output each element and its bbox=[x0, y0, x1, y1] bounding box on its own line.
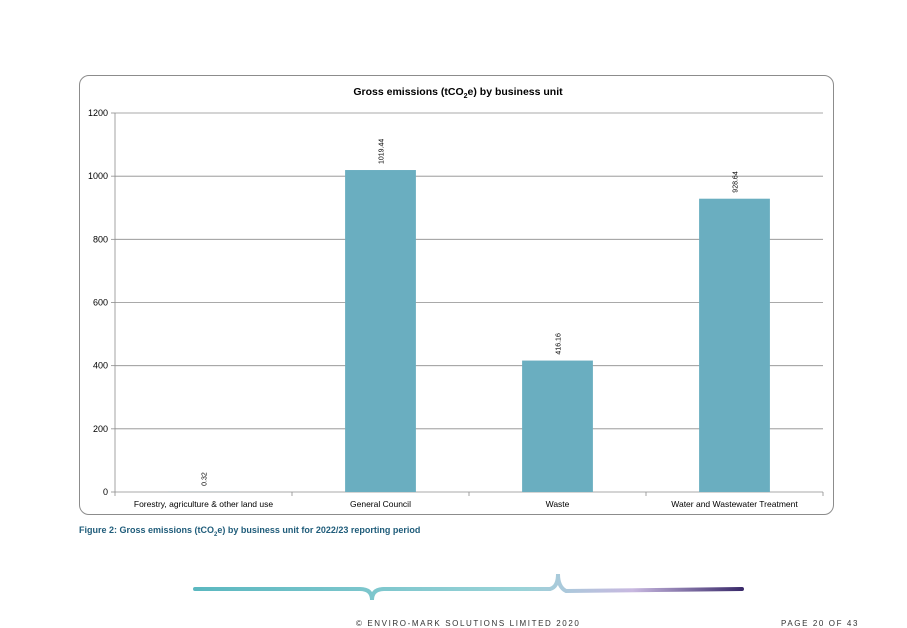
x-category-label: General Council bbox=[350, 499, 411, 509]
bar bbox=[345, 170, 416, 492]
data-label: 416.16 bbox=[556, 333, 563, 355]
x-category-label: Water and Wastewater Treatment bbox=[671, 499, 798, 509]
data-label: 0.32 bbox=[202, 472, 209, 486]
x-category-label: Waste bbox=[546, 499, 570, 509]
bar bbox=[522, 361, 593, 492]
footer-copyright: © ENVIRO-MARK SOLUTIONS LIMITED 2020 bbox=[356, 619, 580, 628]
data-label: 928.64 bbox=[733, 171, 740, 193]
footer-page-number: PAGE 20 OF 43 bbox=[781, 619, 859, 628]
y-tick-label: 1000 bbox=[88, 171, 108, 181]
bar-chart: Gross emissions (tCO2e) by business unit… bbox=[80, 76, 835, 516]
decorative-wave-band bbox=[190, 570, 750, 610]
y-tick-label: 400 bbox=[93, 361, 108, 371]
y-tick-label: 200 bbox=[93, 424, 108, 434]
x-category-label: Forestry, agriculture & other land use bbox=[134, 499, 273, 509]
data-label: 1019.44 bbox=[379, 139, 386, 164]
chart-title: Gross emissions (tCO2e) by business unit bbox=[353, 86, 563, 100]
y-tick-label: 0 bbox=[103, 487, 108, 497]
y-tick-label: 1200 bbox=[88, 108, 108, 118]
chart-frame: Gross emissions (tCO2e) by business unit… bbox=[79, 75, 834, 515]
y-tick-label: 600 bbox=[93, 298, 108, 308]
y-tick-label: 800 bbox=[93, 234, 108, 244]
figure-caption: Figure 2: Gross emissions (tCO2e) by bus… bbox=[79, 525, 420, 538]
bar bbox=[699, 199, 770, 492]
